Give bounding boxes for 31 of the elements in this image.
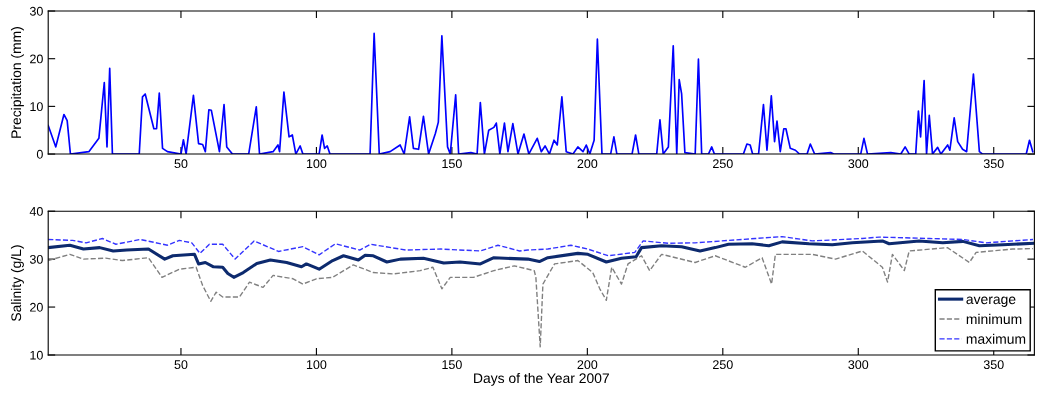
x-axis-title: Days of the Year 2007 — [474, 372, 609, 386]
x-tick-label: 100 — [306, 360, 327, 370]
x-tick-label: 250 — [713, 360, 733, 370]
line-series — [48, 235, 1034, 260]
x-tick-label: 300 — [848, 159, 869, 169]
line-series — [48, 246, 1034, 348]
x-tick-label: 50 — [174, 360, 188, 370]
legend-label: maximum — [966, 333, 1026, 344]
x-tick-label: 50 — [174, 159, 188, 169]
legend-label: minimum — [966, 313, 1022, 325]
y-tick-label: 30 — [29, 254, 43, 264]
y-tick-label: 30 — [29, 6, 43, 16]
x-tick-label: 100 — [306, 159, 327, 169]
y-tick-label: 0 — [36, 149, 43, 159]
x-tick-label: 300 — [848, 360, 869, 370]
x-tick-label: 200 — [577, 159, 598, 169]
x-tick-label: 150 — [442, 159, 462, 169]
y-tick-label: 10 — [30, 350, 43, 360]
y-tick-label: 40 — [29, 206, 43, 216]
x-tick-label: 250 — [713, 159, 733, 169]
y-axis-title: Salinity (g/L) — [10, 245, 24, 322]
x-tick-label: 200 — [577, 360, 598, 370]
x-tick-label: 350 — [983, 159, 1004, 169]
line-series — [48, 239, 1035, 279]
x-tick-label: 350 — [983, 360, 1004, 370]
y-tick-label: 20 — [30, 302, 43, 312]
y-axis-title: Precipitation (mm) — [10, 27, 24, 138]
y-tick-label: 10 — [30, 102, 43, 112]
y-tick-label: 20 — [30, 54, 43, 64]
x-tick-label: 150 — [442, 360, 462, 370]
legend-label: average — [966, 296, 1016, 307]
